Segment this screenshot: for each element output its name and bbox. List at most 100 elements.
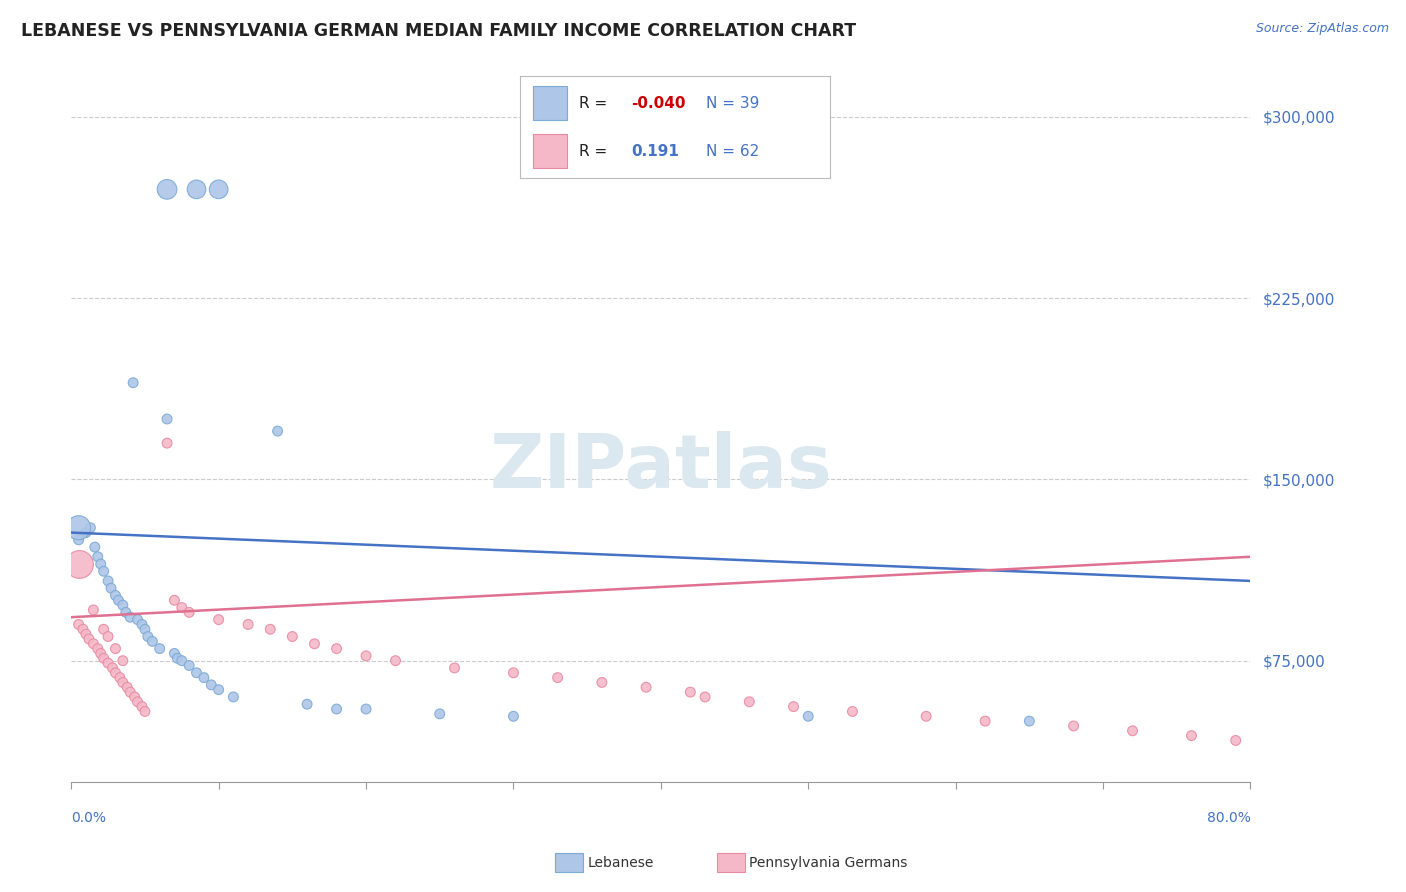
Point <box>136 630 159 644</box>
Point <box>974 714 997 728</box>
Point <box>149 641 172 656</box>
Point <box>384 654 406 668</box>
Point <box>104 589 127 603</box>
Point <box>170 600 193 615</box>
Text: -0.040: -0.040 <box>631 95 686 111</box>
Point <box>82 637 104 651</box>
Point <box>131 617 153 632</box>
Point <box>200 678 222 692</box>
Point <box>104 641 127 656</box>
Point <box>236 617 259 632</box>
Text: ZIPatlas: ZIPatlas <box>489 432 832 504</box>
Point <box>87 549 110 564</box>
Point <box>75 627 97 641</box>
Text: Lebanese: Lebanese <box>588 855 654 870</box>
Point <box>134 622 156 636</box>
Point <box>295 697 318 711</box>
Point <box>127 695 149 709</box>
Point <box>67 617 90 632</box>
Point <box>1180 729 1202 743</box>
Point <box>111 675 134 690</box>
Text: 80.0%: 80.0% <box>1206 811 1250 824</box>
Point <box>127 613 149 627</box>
Point <box>97 574 120 588</box>
Point <box>693 690 716 704</box>
Point <box>100 581 122 595</box>
Point <box>75 525 97 540</box>
Point <box>281 630 304 644</box>
Point <box>325 641 347 656</box>
Point <box>193 671 215 685</box>
Text: R =: R = <box>579 144 612 159</box>
Point <box>120 610 142 624</box>
Point <box>93 564 115 578</box>
Point <box>156 436 179 450</box>
Point <box>170 654 193 668</box>
Text: R =: R = <box>579 95 612 111</box>
Point <box>915 709 938 723</box>
Text: LEBANESE VS PENNSYLVANIA GERMAN MEDIAN FAMILY INCOME CORRELATION CHART: LEBANESE VS PENNSYLVANIA GERMAN MEDIAN F… <box>21 22 856 40</box>
Point <box>72 622 94 636</box>
Point <box>354 702 377 716</box>
Point <box>325 702 347 716</box>
Point <box>131 699 153 714</box>
Point <box>443 661 465 675</box>
Point <box>502 709 524 723</box>
FancyBboxPatch shape <box>533 87 567 120</box>
Point <box>1063 719 1085 733</box>
Point <box>111 598 134 612</box>
Point <box>67 557 90 571</box>
Point <box>679 685 702 699</box>
Text: 0.0%: 0.0% <box>72 811 107 824</box>
Point <box>97 630 120 644</box>
Point <box>120 685 142 699</box>
Point <box>90 647 112 661</box>
Point <box>166 651 188 665</box>
Point <box>108 671 131 685</box>
Point <box>111 654 134 668</box>
Point <box>266 424 288 438</box>
Point <box>1225 733 1247 747</box>
Point <box>163 647 186 661</box>
Point <box>114 605 136 619</box>
Point <box>67 533 90 547</box>
Point <box>156 182 179 196</box>
Point <box>179 605 201 619</box>
Point <box>222 690 245 704</box>
Point <box>304 637 326 651</box>
Point <box>547 671 569 685</box>
Point <box>186 182 208 196</box>
Text: N = 39: N = 39 <box>706 95 759 111</box>
Point <box>117 680 139 694</box>
Point <box>93 622 115 636</box>
Text: Pennsylvania Germans: Pennsylvania Germans <box>749 855 908 870</box>
Point <box>87 641 110 656</box>
FancyBboxPatch shape <box>533 135 567 168</box>
Point <box>208 613 231 627</box>
Point <box>90 557 112 571</box>
Point <box>591 675 613 690</box>
Point <box>797 709 820 723</box>
Point <box>82 603 104 617</box>
Point <box>83 540 105 554</box>
Text: N = 62: N = 62 <box>706 144 759 159</box>
Point <box>636 680 658 694</box>
Point <box>841 705 863 719</box>
Point <box>107 593 129 607</box>
Point <box>782 699 804 714</box>
Text: Source: ZipAtlas.com: Source: ZipAtlas.com <box>1256 22 1389 36</box>
Point <box>134 705 156 719</box>
Point <box>122 376 145 390</box>
Point <box>429 706 451 721</box>
Point <box>354 648 377 663</box>
Point <box>502 665 524 680</box>
Point <box>208 182 231 196</box>
Text: 0.191: 0.191 <box>631 144 679 159</box>
Point <box>124 690 146 704</box>
Point <box>163 593 186 607</box>
Point <box>738 695 761 709</box>
Point <box>179 658 201 673</box>
Point <box>186 665 208 680</box>
Point <box>1121 723 1143 738</box>
Point <box>156 412 179 426</box>
